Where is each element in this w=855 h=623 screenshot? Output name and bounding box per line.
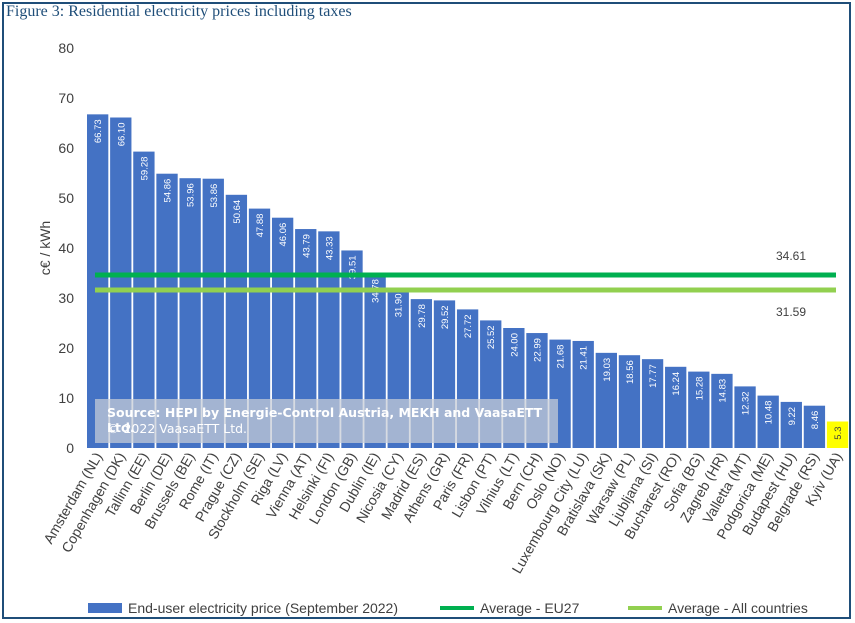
y-tick-label: 20 <box>58 340 74 356</box>
source-note: Source: HEPI by Energie-Control Austria,… <box>95 399 558 443</box>
chart-legend: End-user electricity price (September 20… <box>80 600 840 618</box>
bar-value-label: 9.22 <box>787 407 798 426</box>
bar <box>156 173 178 448</box>
bar-value-label: 25.52 <box>486 325 497 349</box>
bar-value-label: 17.77 <box>648 364 659 388</box>
bar-value-label: 21.41 <box>579 346 590 370</box>
bar <box>341 250 363 448</box>
bar <box>688 371 710 448</box>
bar <box>202 178 224 448</box>
bar <box>110 117 132 448</box>
bar <box>595 352 617 448</box>
bar <box>711 373 733 448</box>
bar <box>87 114 109 448</box>
bar-value-label: 46.06 <box>278 223 289 247</box>
bar-value-label: 43.33 <box>324 236 335 260</box>
bar <box>618 355 641 448</box>
bar <box>780 401 802 448</box>
bar-value-label: 16.24 <box>671 372 682 396</box>
y-tick-label: 70 <box>58 90 74 106</box>
bar <box>248 208 271 448</box>
bar-value-label: 39.51 <box>347 255 358 279</box>
y-tick-label: 80 <box>58 40 74 56</box>
legend-item-price: End-user electricity price (September 20… <box>88 600 398 616</box>
y-axis-label: c€ / kWh <box>37 221 53 275</box>
legend-label-all: Average - All countries <box>668 600 808 616</box>
bar-value-label: 24.00 <box>509 333 520 357</box>
source-line: Source: HEPI by Energie-Control Austria,… <box>107 405 543 435</box>
average-value-label: 31.59 <box>776 305 806 319</box>
bar-value-label: 43.79 <box>301 234 312 258</box>
y-tick-label: 30 <box>58 290 74 306</box>
legend-item-all: Average - All countries <box>628 600 808 616</box>
bar-value-label: 29.78 <box>417 304 428 328</box>
bar <box>665 366 687 448</box>
bar-value-label: 10.48 <box>764 401 775 425</box>
bar-value-label: 66.73 <box>93 119 104 143</box>
bar-value-label: 31.90 <box>394 294 405 318</box>
bar-value-label: 53.86 <box>209 184 220 208</box>
bar <box>757 395 779 448</box>
bar-value-label: 66.10 <box>116 123 127 147</box>
legend-swatch-all <box>628 606 662 610</box>
copyright-line: © 2022 VaasaETT Ltd. <box>107 421 248 436</box>
legend-label-eu27: Average - EU27 <box>480 600 580 616</box>
bar-value-label: 19.03 <box>602 358 613 382</box>
bar-value-label: 21.68 <box>556 345 567 369</box>
bar-value-label: 53.96 <box>186 183 197 207</box>
average-value-label: 34.61 <box>776 249 806 263</box>
legend-label-price: End-user electricity price (September 20… <box>128 600 399 616</box>
bar <box>641 359 664 448</box>
y-tick-label: 10 <box>58 390 74 406</box>
bar <box>318 231 340 448</box>
legend-swatch-bar <box>88 603 122 613</box>
bar <box>179 178 201 448</box>
bar-value-label: 47.88 <box>255 214 266 238</box>
bar-value-label: 5.3 <box>833 427 844 440</box>
bar-value-label: 27.72 <box>463 314 474 338</box>
bar-value-label: 14.83 <box>717 379 728 403</box>
y-tick-label: 60 <box>58 140 74 156</box>
bar-value-label: 29.52 <box>440 305 451 329</box>
bar <box>803 405 826 448</box>
bar <box>572 340 594 448</box>
bar-value-label: 59.28 <box>139 157 150 181</box>
bar <box>133 151 155 448</box>
bar-value-label: 18.56 <box>625 360 636 384</box>
y-tick-label: 50 <box>58 190 74 206</box>
bar <box>295 229 317 448</box>
bar-value-label: 54.86 <box>163 179 174 203</box>
bar <box>225 194 248 448</box>
bar <box>734 386 756 448</box>
legend-swatch-eu27 <box>440 606 474 610</box>
bar <box>826 421 849 448</box>
figure-title: Figure 3: Residential electricity prices… <box>6 3 352 20</box>
legend-item-eu27: Average - EU27 <box>440 600 579 616</box>
y-tick-label: 40 <box>58 240 74 256</box>
bar-value-label: 50.64 <box>232 200 243 224</box>
y-tick-label: 0 <box>66 440 74 456</box>
bar-value-label: 8.46 <box>810 411 821 430</box>
bar-value-label: 22.99 <box>532 338 543 362</box>
bar-value-label: 15.28 <box>694 377 705 401</box>
bar-value-label: 12.32 <box>741 391 752 415</box>
